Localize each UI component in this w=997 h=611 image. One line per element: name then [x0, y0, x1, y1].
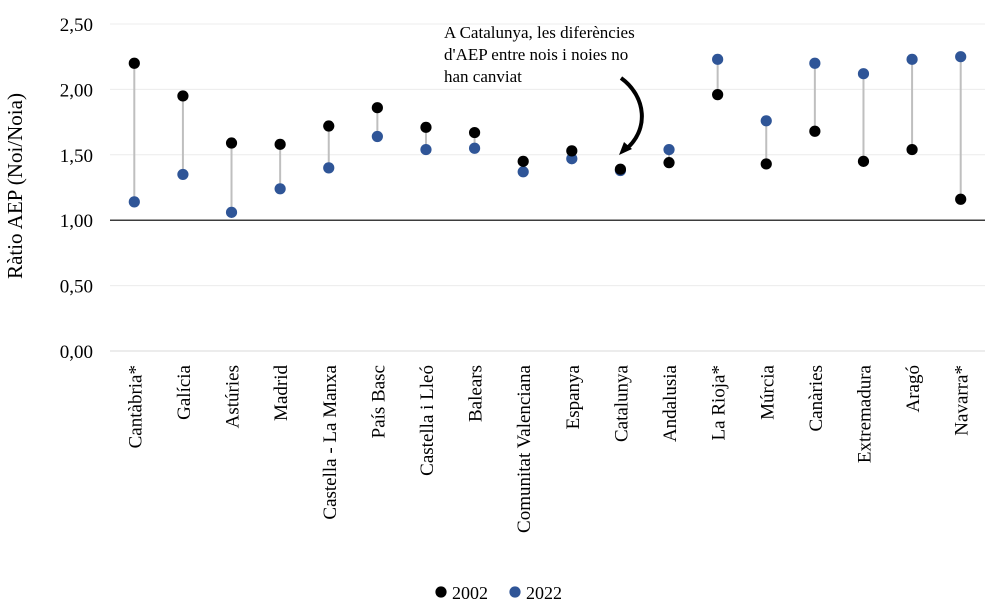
x-tick-label: Castella i Lleó: [417, 365, 438, 476]
y-tick-label: 0,50: [60, 277, 93, 298]
point-2022: [809, 57, 821, 69]
x-tick-label: Múrcia: [757, 364, 778, 419]
x-tick-label: Madrid: [271, 365, 292, 421]
x-tick-label: Extremadura: [854, 364, 875, 463]
point-2002: [274, 138, 286, 150]
annotation-arrow: [619, 76, 644, 152]
point-2022: [468, 142, 481, 154]
point-2022: [323, 162, 335, 174]
point-2022: [857, 68, 870, 80]
point-2002: [857, 155, 870, 167]
x-tick-label: Galícia: [174, 364, 195, 419]
x-tick-label: Espanya: [563, 364, 584, 429]
x-tick-label: Navarra*: [952, 365, 973, 436]
point-2022: [760, 115, 772, 127]
x-tick-label: Andalusia: [660, 364, 681, 442]
point-2022: [225, 206, 238, 218]
data-points: [128, 51, 967, 218]
point-2022: [906, 53, 918, 65]
point-2022: [517, 166, 529, 178]
x-tick-label: La Rioja*: [709, 365, 730, 440]
annotation-line-3: han canviat: [444, 67, 522, 86]
y-tick-label: 2,00: [60, 80, 93, 101]
x-tick-label: Castella - La Manxa: [320, 364, 341, 519]
x-axis-ticks: Cantàbria* Galícia Astúries Madrid Castella …: [125, 364, 972, 533]
x-tick-label: Catalunya: [611, 364, 632, 442]
y-axis-label: Ràtio AEP (Noi/Noia): [3, 93, 27, 279]
y-tick-label: 0,00: [60, 342, 93, 363]
point-2022: [177, 168, 189, 181]
x-tick-label: Comunitat Valenciana: [514, 364, 535, 533]
point-2002: [906, 143, 918, 156]
point-2022: [371, 130, 383, 143]
annotation-line-1: A Catalunya, les diferències: [444, 23, 635, 42]
x-tick-label: Canàries: [806, 365, 827, 431]
annotation: A Catalunya, les diferències d'AEP entre…: [444, 23, 644, 155]
x-tick-label: Cantàbria*: [125, 365, 146, 448]
x-tick-label: Aragó: [903, 365, 924, 412]
point-2002: [323, 120, 335, 132]
point-2022: [663, 143, 675, 156]
point-2002: [955, 193, 967, 205]
legend-label-2022: 2022: [526, 583, 562, 603]
connector-lines: [133, 56, 962, 213]
point-2022: [712, 53, 724, 65]
legend: 2002 2022: [435, 583, 562, 603]
point-2002: [420, 121, 432, 133]
point-2002: [566, 145, 578, 157]
legend-label-2002: 2002: [452, 583, 488, 603]
x-tick-label: Balears: [466, 365, 487, 422]
point-2002: [809, 125, 821, 137]
y-tick-label: 1,50: [60, 146, 93, 167]
gridlines: [110, 23, 985, 352]
x-tick-label: País Basc: [368, 365, 389, 438]
annotation-line-2: d'AEP entre nois i noies no: [444, 45, 628, 64]
legend-marker-2022: [509, 586, 521, 598]
point-2022: [128, 196, 140, 208]
legend-marker-2002: [435, 586, 447, 598]
point-2022: [955, 51, 967, 63]
point-2002: [371, 102, 383, 114]
y-tick-label: 2,50: [60, 15, 93, 36]
point-2022: [274, 183, 286, 195]
point-2022: [566, 153, 578, 165]
point-2022: [420, 143, 432, 156]
point-2002: [760, 158, 772, 170]
point-2002: [712, 89, 724, 101]
point-2002: [177, 90, 189, 102]
point-2002: [614, 163, 627, 175]
annotation-arrowhead: [619, 142, 632, 155]
x-tick-label: Astúries: [223, 365, 244, 428]
point-2002: [128, 57, 140, 69]
point-2002: [225, 137, 238, 149]
point-2002: [517, 155, 529, 167]
y-axis-ticks: 0,00 0,50 1,00 1,50 2,00 2,50: [60, 15, 93, 363]
point-2002: [663, 157, 675, 169]
y-tick-label: 1,00: [60, 211, 93, 232]
point-2002: [468, 126, 481, 139]
